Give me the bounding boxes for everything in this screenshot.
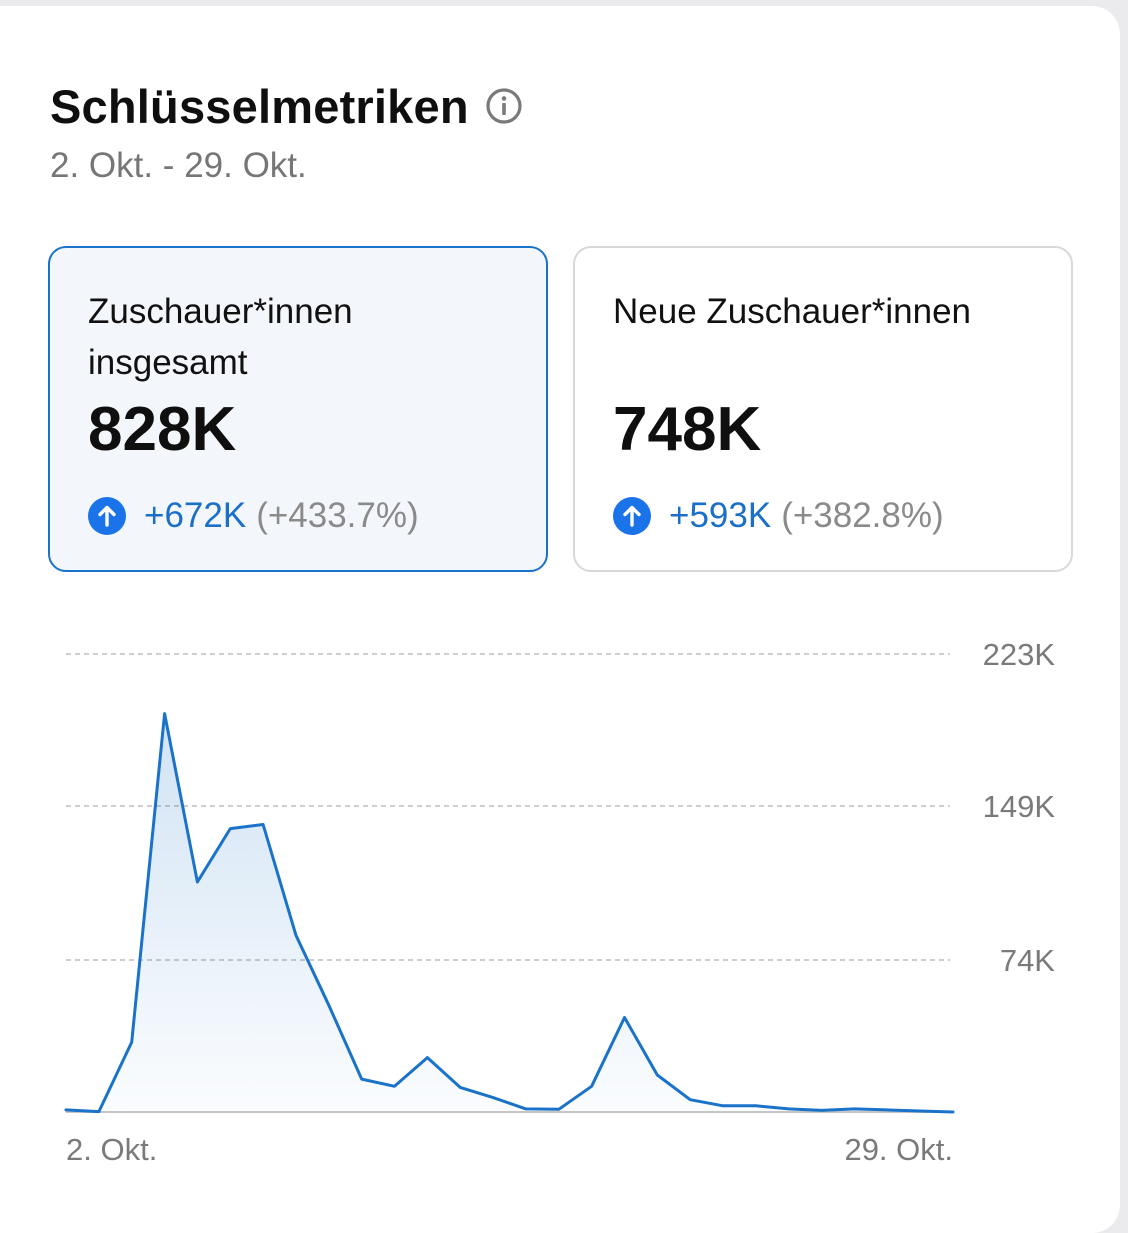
data-point[interactable] (717, 1100, 729, 1112)
data-point[interactable] (224, 823, 236, 835)
metric-delta: +672K (144, 496, 247, 535)
metric-value: 828K (88, 395, 237, 464)
y-tick-label: 223K (983, 637, 1056, 672)
metric-delta: +593K (669, 496, 772, 535)
data-point[interactable] (93, 1106, 105, 1118)
series-line (64, 712, 955, 1114)
data-point[interactable] (421, 1052, 433, 1064)
metric-label: Zuschauer*innen insgesamt (88, 292, 353, 382)
data-point[interactable] (191, 876, 203, 888)
data-point[interactable] (816, 1104, 828, 1116)
data-point[interactable] (684, 1094, 696, 1106)
data-point[interactable] (356, 1073, 368, 1085)
data-point[interactable] (520, 1103, 532, 1115)
page-title: Schlüsselmetriken (50, 79, 469, 133)
data-point[interactable] (60, 1104, 72, 1116)
info-icon[interactable] (485, 87, 523, 125)
metric-card-total-viewers[interactable]: Zuschauer*innen insgesamt 828K +672K (+4… (48, 246, 548, 572)
data-point[interactable] (848, 1103, 860, 1115)
viewers-line-chart[interactable]: 74K 149K 223K 2. Okt. 29. Okt. (0, 606, 1120, 1186)
series-area (66, 713, 953, 1112)
data-point[interactable] (323, 999, 335, 1011)
data-point[interactable] (947, 1106, 959, 1118)
data-point[interactable] (586, 1080, 598, 1092)
data-point[interactable] (159, 708, 171, 720)
data-point[interactable] (389, 1080, 401, 1092)
data-point[interactable] (783, 1103, 795, 1115)
data-point[interactable] (750, 1100, 762, 1112)
metric-card-new-viewers[interactable]: Neue Zuschauer*innen 748K +593K (+382.8%… (573, 246, 1073, 572)
metric-percent: (+433.7%) (256, 496, 419, 535)
data-point[interactable] (290, 929, 302, 941)
data-point[interactable] (619, 1012, 631, 1024)
data-point[interactable] (553, 1103, 565, 1115)
x-tick-label: 29. Okt. (844, 1132, 953, 1167)
key-metrics-card: Schlüsselmetriken 2. Okt. - 29. Okt. Zus… (0, 6, 1120, 1233)
data-point[interactable] (257, 819, 269, 831)
title-row: Schlüsselmetriken (50, 76, 523, 136)
date-range: 2. Okt. - 29. Okt. (50, 146, 307, 185)
data-point[interactable] (126, 1036, 138, 1048)
metric-value: 748K (613, 395, 762, 464)
data-point[interactable] (881, 1104, 893, 1116)
y-tick-label: 74K (1000, 943, 1055, 978)
metric-percent: (+382.8%) (781, 496, 944, 535)
y-tick-label: 149K (983, 789, 1056, 824)
data-point[interactable] (487, 1092, 499, 1104)
arrow-up-icon (613, 497, 651, 535)
data-point[interactable] (651, 1069, 663, 1081)
data-point[interactable] (454, 1081, 466, 1093)
metric-change: +672K (+433.7%) (88, 494, 419, 538)
metric-change: +593K (+382.8%) (613, 494, 944, 538)
metric-label: Neue Zuschauer*innen (613, 292, 972, 331)
data-point[interactable] (914, 1105, 926, 1117)
x-tick-label: 2. Okt. (66, 1132, 157, 1167)
arrow-up-icon (88, 497, 126, 535)
